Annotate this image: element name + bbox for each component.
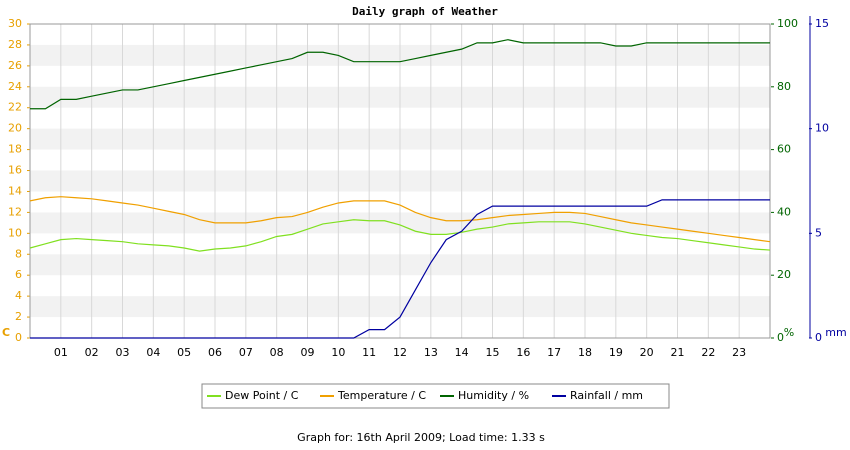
- y-tick-label: 10: [8, 226, 22, 239]
- y2-tick-label: 40: [777, 205, 791, 218]
- y-tick-label: 4: [15, 289, 22, 302]
- x-tick-label: 23: [732, 346, 746, 359]
- y-tick-label: 14: [8, 184, 22, 197]
- x-tick-label: 20: [640, 346, 654, 359]
- y-tick-label: 28: [8, 38, 22, 51]
- y2-tick-label: 60: [777, 143, 791, 156]
- legend-label: Humidity / %: [458, 389, 529, 402]
- legend-label: Dew Point / C: [225, 389, 299, 402]
- y3-tick-label: 5: [815, 226, 822, 239]
- data-line: [30, 199, 770, 339]
- x-tick-label: 17: [547, 346, 561, 359]
- y-tick-label: 30: [8, 17, 22, 30]
- legend-box: [201, 383, 670, 409]
- x-tick-label: 06: [208, 346, 222, 359]
- legend-label: Temperature / C: [337, 389, 426, 402]
- y-tick-label: 22: [8, 101, 22, 114]
- y2-tick-label: 100: [777, 17, 798, 30]
- x-tick-label: 12: [393, 346, 407, 359]
- y-tick-label: 0: [15, 331, 22, 344]
- data-line: [29, 196, 771, 243]
- x-tick-label: 16: [516, 346, 530, 359]
- y-tick-label: 20: [8, 122, 22, 135]
- y-tick-label: 2: [15, 310, 22, 323]
- x-tick-label: 07: [239, 346, 253, 359]
- y-tick-label: 12: [8, 205, 22, 218]
- footer: Graph for: 16th April 2009; Load time: 1…: [297, 431, 545, 444]
- y-tick-label: 18: [8, 143, 22, 156]
- plot-border: [29, 23, 771, 339]
- y-tick-label: 26: [8, 59, 22, 72]
- data-line: [30, 39, 770, 110]
- y-axis-label: C: [2, 326, 10, 339]
- x-tick-label: 14: [455, 346, 469, 359]
- x-tick-label: 21: [671, 346, 685, 359]
- x-tick-label: 09: [301, 346, 315, 359]
- data-line: [29, 219, 771, 252]
- x-tick-label: 02: [85, 346, 99, 359]
- x-tick-label: 04: [146, 346, 160, 359]
- y2-tick-label: 20: [777, 268, 791, 281]
- x-tick-label: 19: [609, 346, 623, 359]
- y3-tick-label: 10: [815, 122, 829, 135]
- y2-tick-label: 80: [777, 80, 791, 93]
- legend-label: Rainfall / mm: [570, 389, 643, 402]
- x-tick-label: 05: [177, 346, 191, 359]
- chart-title: Daily graph of Weather: [352, 5, 498, 18]
- y3-tick-label: 15: [815, 17, 829, 30]
- y-tick-label: 8: [15, 247, 22, 260]
- y3-axis-label: mm: [825, 326, 846, 339]
- y-tick-label: 6: [15, 268, 22, 281]
- x-tick-label: 18: [578, 346, 592, 359]
- x-tick-label: 10: [331, 346, 345, 359]
- x-tick-label: 08: [270, 346, 284, 359]
- y3-tick-label: 0: [815, 331, 822, 344]
- y2-axis-label: %: [784, 326, 794, 339]
- y2-tick-label: 0: [777, 331, 784, 344]
- x-tick-label: 22: [701, 346, 715, 359]
- x-tick-label: 03: [116, 346, 130, 359]
- x-tick-label: 15: [486, 346, 500, 359]
- x-tick-label: 11: [362, 346, 376, 359]
- y-tick-label: 24: [8, 80, 22, 93]
- x-tick-label: 13: [424, 346, 438, 359]
- y-tick-label: 16: [8, 164, 22, 177]
- x-tick-label: 01: [54, 346, 68, 359]
